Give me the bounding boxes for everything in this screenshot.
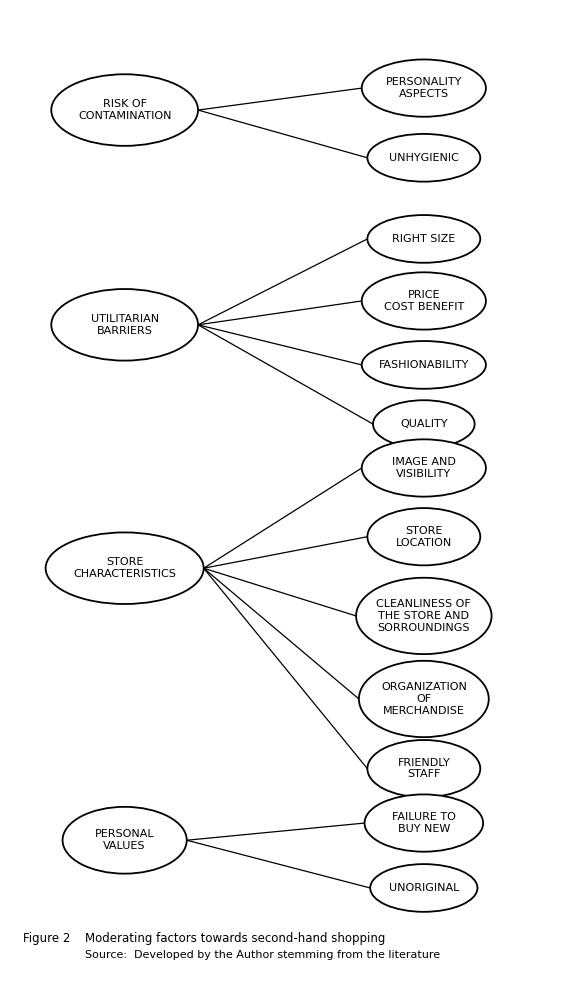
Ellipse shape xyxy=(356,578,492,654)
Text: IMAGE AND
VISIBILITY: IMAGE AND VISIBILITY xyxy=(392,458,456,479)
Text: Figure 2: Figure 2 xyxy=(23,932,71,945)
Text: FRIENDLY
STAFF: FRIENDLY STAFF xyxy=(397,758,450,779)
Ellipse shape xyxy=(368,134,480,182)
Ellipse shape xyxy=(359,661,489,737)
Text: PRICE
COST BENEFIT: PRICE COST BENEFIT xyxy=(384,290,464,312)
Ellipse shape xyxy=(362,59,486,117)
Ellipse shape xyxy=(365,794,483,852)
Ellipse shape xyxy=(51,74,198,146)
Text: FAILURE TO
BUY NEW: FAILURE TO BUY NEW xyxy=(392,812,456,833)
Text: PERSONAL
VALUES: PERSONAL VALUES xyxy=(95,830,155,851)
Ellipse shape xyxy=(62,807,187,874)
Text: UNHYGIENIC: UNHYGIENIC xyxy=(389,153,459,162)
Text: UTILITARIAN
BARRIERS: UTILITARIAN BARRIERS xyxy=(91,314,159,336)
Text: PERSONALITY
ASPECTS: PERSONALITY ASPECTS xyxy=(386,78,462,99)
Text: QUALITY: QUALITY xyxy=(400,419,447,429)
Text: Moderating factors towards second-hand shopping: Moderating factors towards second-hand s… xyxy=(85,932,386,945)
Ellipse shape xyxy=(370,864,477,912)
Ellipse shape xyxy=(362,273,486,330)
Text: UNORIGINAL: UNORIGINAL xyxy=(389,883,459,892)
Ellipse shape xyxy=(373,400,475,448)
Text: FASHIONABILITY: FASHIONABILITY xyxy=(379,360,469,370)
Text: RISK OF
CONTAMINATION: RISK OF CONTAMINATION xyxy=(78,99,172,121)
Text: Source:  Developed by the Author stemming from the literature: Source: Developed by the Author stemming… xyxy=(85,950,440,959)
Ellipse shape xyxy=(368,740,480,797)
Ellipse shape xyxy=(362,341,486,389)
Text: RIGHT SIZE: RIGHT SIZE xyxy=(392,234,456,244)
Text: CLEANLINESS OF
THE STORE AND
SORROUNDINGS: CLEANLINESS OF THE STORE AND SORROUNDING… xyxy=(376,599,471,633)
Ellipse shape xyxy=(362,439,486,497)
Ellipse shape xyxy=(368,215,480,263)
Ellipse shape xyxy=(46,532,203,604)
Text: ORGANIZATION
OF
MERCHANDISE: ORGANIZATION OF MERCHANDISE xyxy=(381,682,467,715)
Ellipse shape xyxy=(51,289,198,360)
Text: STORE
CHARACTERISTICS: STORE CHARACTERISTICS xyxy=(74,557,176,579)
Text: STORE
LOCATION: STORE LOCATION xyxy=(396,525,452,547)
Ellipse shape xyxy=(368,508,480,566)
